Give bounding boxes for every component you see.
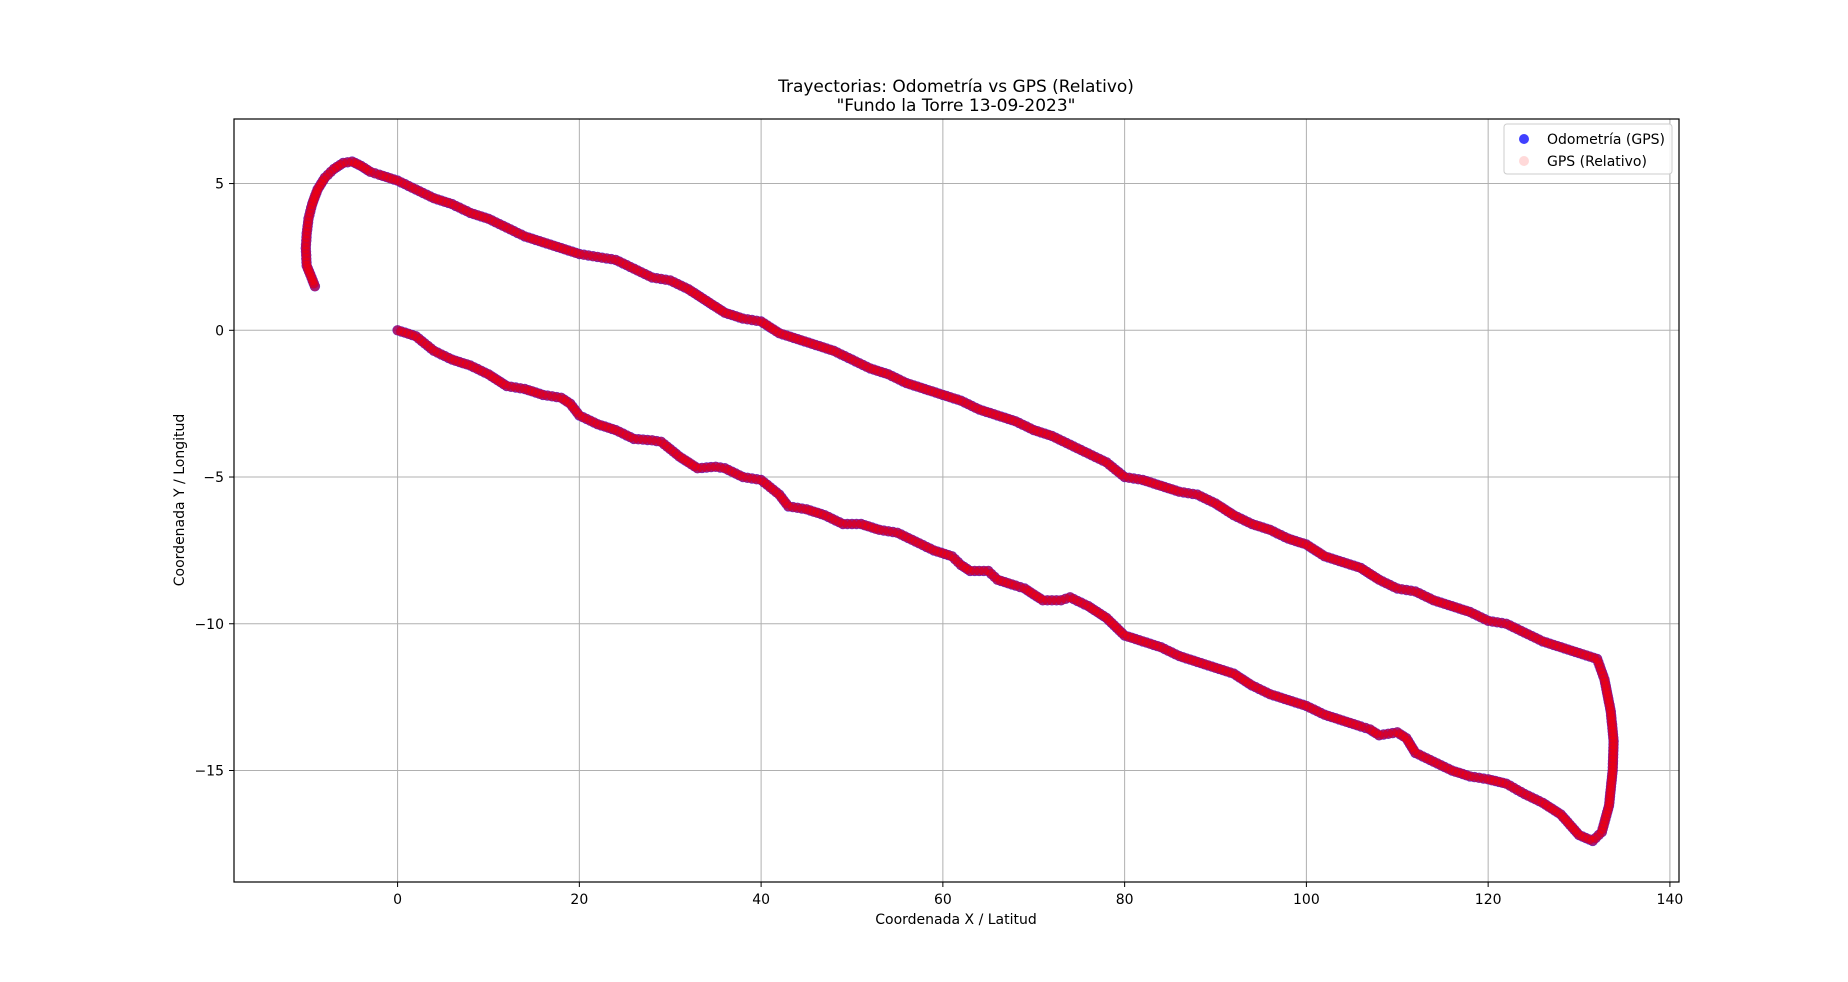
data-point bbox=[309, 281, 320, 292]
x-tick-label: 40 bbox=[752, 892, 770, 908]
plot-area-frame bbox=[233, 118, 1680, 883]
y-axis-label: Coordenada Y / Longitud bbox=[172, 414, 188, 586]
legend-marker-odometria bbox=[1519, 134, 1529, 144]
chart-subtitle: "Fundo la Torre 13-09-2023" bbox=[836, 96, 1075, 116]
y-tick-label: −5 bbox=[203, 470, 224, 486]
y-tick-label: 0 bbox=[215, 323, 224, 339]
series-0 bbox=[300, 156, 1619, 847]
x-tick-label: 140 bbox=[1657, 892, 1684, 908]
x-axis-label: Coordenada X / Latitud bbox=[875, 912, 1037, 928]
x-tick-label: 100 bbox=[1293, 892, 1320, 908]
legend-box bbox=[1503, 123, 1673, 175]
x-tick-label: 20 bbox=[570, 892, 588, 908]
legend-label-odometria: Odometría (GPS) bbox=[1547, 132, 1665, 148]
x-tick-label: 0 bbox=[393, 892, 402, 908]
y-tick-label: 5 bbox=[215, 177, 224, 193]
grid-lines bbox=[234, 119, 1679, 882]
legend-label-gps: GPS (Relativo) bbox=[1547, 154, 1647, 170]
data-points bbox=[300, 156, 1619, 847]
chart-title: Trayectorias: Odometría vs GPS (Relativo… bbox=[777, 77, 1134, 97]
y-tick-label: −10 bbox=[194, 617, 224, 633]
x-tick-label: 60 bbox=[934, 892, 952, 908]
axis-ticks: 0 20 40 60 80 100 120 140 5 0 −5 −10 −15 bbox=[194, 177, 1683, 908]
legend: Odometría (GPS) GPS (Relativo) bbox=[1503, 123, 1673, 175]
y-tick-label: −15 bbox=[194, 763, 224, 779]
legend-marker-gps bbox=[1519, 156, 1529, 166]
x-tick-label: 80 bbox=[1116, 892, 1134, 908]
series-1 bbox=[300, 156, 1619, 846]
x-tick-label: 120 bbox=[1475, 892, 1502, 908]
